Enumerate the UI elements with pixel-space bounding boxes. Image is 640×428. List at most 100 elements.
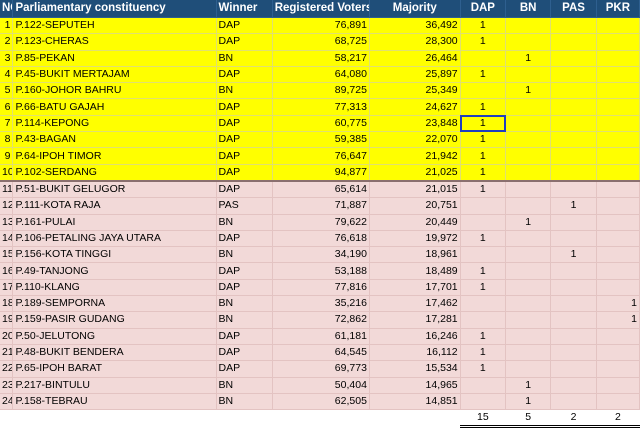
pas-cell[interactable] <box>550 33 597 51</box>
bn-cell[interactable] <box>505 197 552 215</box>
dap-cell[interactable]: 1 <box>460 279 507 297</box>
winner-cell[interactable]: BN <box>216 50 273 67</box>
pkr-cell[interactable] <box>596 17 640 35</box>
pkr-cell[interactable] <box>596 50 640 67</box>
pas-cell[interactable] <box>550 179 597 199</box>
bn-cell[interactable] <box>505 295 552 313</box>
pas-cell[interactable]: 1 <box>550 197 597 215</box>
winner-cell[interactable]: DAP <box>216 344 273 362</box>
pkr-cell[interactable] <box>596 262 640 280</box>
majority-cell[interactable]: 17,701 <box>369 279 461 297</box>
registered-voters-cell[interactable]: 50,404 <box>272 377 370 394</box>
dap-cell[interactable]: 1 <box>460 115 507 133</box>
winner-cell[interactable]: DAP <box>216 360 273 378</box>
constituency-cell[interactable]: P.65-IPOH BARAT <box>12 360 217 378</box>
empty-cell[interactable] <box>0 409 14 428</box>
pkr-cell[interactable] <box>596 279 640 297</box>
empty-cell[interactable] <box>369 409 461 428</box>
bn-cell[interactable] <box>505 66 552 84</box>
pas-total-cell[interactable]: 2 <box>550 409 597 428</box>
header-pas[interactable]: PAS <box>550 0 597 18</box>
winner-cell[interactable]: PAS <box>216 197 273 215</box>
dap-cell[interactable]: 1 <box>460 360 507 378</box>
empty-cell[interactable] <box>216 409 273 428</box>
pas-cell[interactable] <box>550 214 597 231</box>
bn-cell[interactable] <box>505 164 552 182</box>
bn-cell[interactable] <box>505 360 552 378</box>
majority-cell[interactable]: 19,972 <box>369 230 461 248</box>
majority-cell[interactable]: 21,025 <box>369 164 461 182</box>
constituency-cell[interactable]: P.49-TANJONG <box>12 262 217 280</box>
header-bn[interactable]: BN <box>505 0 552 18</box>
winner-cell[interactable]: DAP <box>216 66 273 84</box>
winner-cell[interactable]: DAP <box>216 279 273 297</box>
pkr-cell[interactable] <box>596 230 640 248</box>
majority-cell[interactable]: 21,942 <box>369 147 461 165</box>
pas-cell[interactable] <box>550 328 597 345</box>
bn-total-cell[interactable]: 5 <box>505 409 552 428</box>
row-number[interactable]: 7 <box>0 115 14 133</box>
pkr-cell[interactable] <box>596 82 640 100</box>
registered-voters-cell[interactable]: 76,618 <box>272 230 370 248</box>
row-number[interactable]: 18 <box>0 295 14 313</box>
registered-voters-cell[interactable]: 64,545 <box>272 344 370 362</box>
bn-cell[interactable] <box>505 147 552 165</box>
majority-cell[interactable]: 18,961 <box>369 246 461 264</box>
registered-voters-cell[interactable]: 60,775 <box>272 115 370 133</box>
row-number[interactable]: 4 <box>0 66 14 84</box>
bn-cell[interactable] <box>505 246 552 264</box>
row-number[interactable]: 10 <box>0 164 14 182</box>
pas-cell[interactable] <box>550 164 597 182</box>
pkr-cell[interactable]: 1 <box>596 311 640 329</box>
winner-cell[interactable]: DAP <box>216 147 273 165</box>
bn-cell[interactable] <box>505 344 552 362</box>
majority-cell[interactable]: 36,492 <box>369 17 461 35</box>
majority-cell[interactable]: 24,627 <box>369 98 461 116</box>
bn-cell[interactable]: 1 <box>505 393 552 411</box>
majority-cell[interactable]: 17,462 <box>369 295 461 313</box>
bn-cell[interactable] <box>505 230 552 248</box>
dap-cell[interactable]: 1 <box>460 17 507 35</box>
dap-cell[interactable] <box>460 295 507 313</box>
pkr-cell[interactable] <box>596 115 640 133</box>
bn-cell[interactable] <box>505 115 552 133</box>
winner-cell[interactable]: BN <box>216 82 273 100</box>
dap-cell[interactable] <box>460 82 507 100</box>
registered-voters-cell[interactable]: 53,188 <box>272 262 370 280</box>
row-number[interactable]: 17 <box>0 279 14 297</box>
bn-cell[interactable] <box>505 279 552 297</box>
pas-cell[interactable] <box>550 377 597 394</box>
constituency-cell[interactable]: P.122-SEPUTEH <box>12 17 217 35</box>
pas-cell[interactable] <box>550 147 597 165</box>
pkr-cell[interactable] <box>596 179 640 199</box>
constituency-cell[interactable]: P.50-JELUTONG <box>12 328 217 345</box>
registered-voters-cell[interactable]: 77,313 <box>272 98 370 116</box>
constituency-cell[interactable]: P.48-BUKIT BENDERA <box>12 344 217 362</box>
dap-cell[interactable] <box>460 393 507 411</box>
majority-cell[interactable]: 20,449 <box>369 214 461 231</box>
row-number[interactable]: 21 <box>0 344 14 362</box>
constituency-cell[interactable]: P.51-BUKIT GELUGOR <box>12 179 217 199</box>
dap-cell[interactable]: 1 <box>460 328 507 345</box>
row-number[interactable]: 14 <box>0 230 14 248</box>
majority-cell[interactable]: 14,965 <box>369 377 461 394</box>
dap-cell[interactable]: 1 <box>460 131 507 149</box>
row-number[interactable]: 13 <box>0 214 14 231</box>
majority-cell[interactable]: 21,015 <box>369 179 461 199</box>
pas-cell[interactable] <box>550 360 597 378</box>
pkr-cell[interactable] <box>596 66 640 84</box>
dap-cell[interactable] <box>460 197 507 215</box>
pas-cell[interactable] <box>550 131 597 149</box>
bn-cell[interactable] <box>505 328 552 345</box>
pas-cell[interactable]: 1 <box>550 246 597 264</box>
registered-voters-cell[interactable]: 65,614 <box>272 179 370 199</box>
pkr-cell[interactable] <box>596 214 640 231</box>
dap-cell[interactable]: 1 <box>460 262 507 280</box>
constituency-cell[interactable]: P.217-BINTULU <box>12 377 217 394</box>
winner-cell[interactable]: DAP <box>216 17 273 35</box>
dap-cell[interactable] <box>460 377 507 394</box>
constituency-cell[interactable]: P.123-CHERAS <box>12 33 217 51</box>
winner-cell[interactable]: DAP <box>216 230 273 248</box>
header-pkr[interactable]: PKR <box>596 0 640 18</box>
winner-cell[interactable]: BN <box>216 214 273 231</box>
